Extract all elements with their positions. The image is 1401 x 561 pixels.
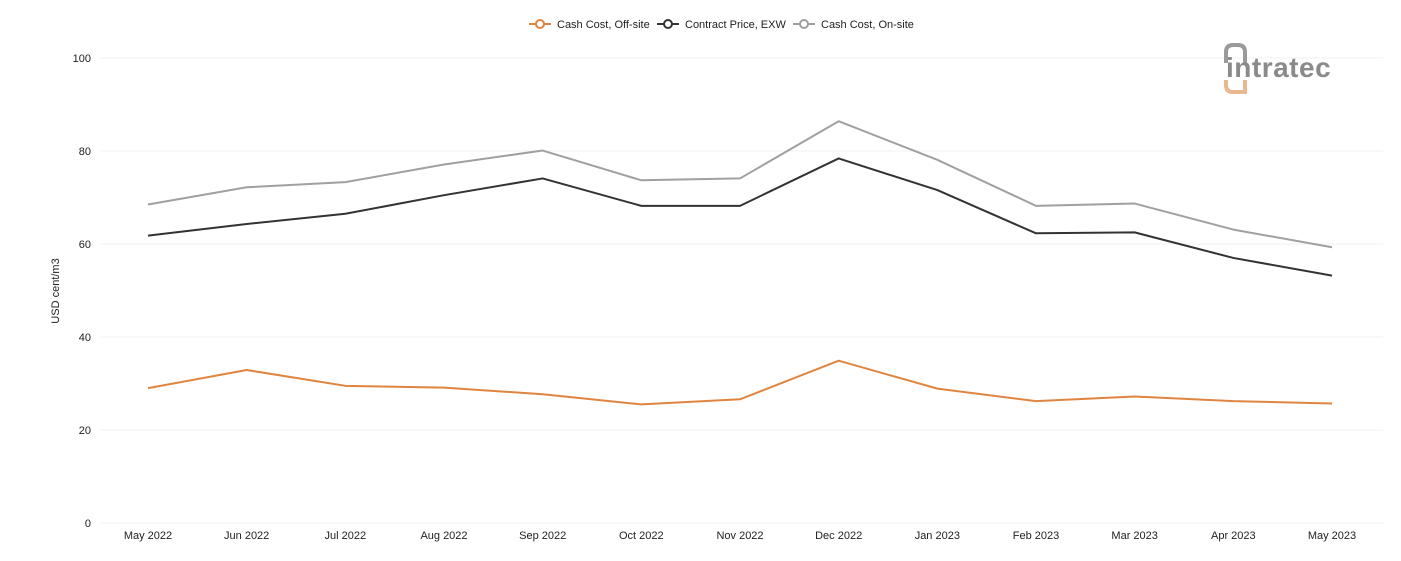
series-line xyxy=(147,157,1333,277)
y-tick-label: 40 xyxy=(79,332,91,344)
y-tick-label: 20 xyxy=(79,425,91,437)
logo-text: intratec xyxy=(1226,52,1331,83)
legend-label: Contract Price, EXW xyxy=(685,19,786,31)
x-tick-label: Nov 2022 xyxy=(716,530,763,542)
series-lines xyxy=(147,120,1333,406)
x-tick-label: Jun 2022 xyxy=(224,530,269,542)
y-tick-label: 60 xyxy=(79,239,91,251)
legend-item: Cash Cost, On-site xyxy=(793,19,914,31)
y-tick-label: 80 xyxy=(79,146,91,158)
x-tick-label: Jan 2023 xyxy=(915,530,960,542)
x-tick-label: Apr 2023 xyxy=(1211,530,1256,542)
legend-item: Contract Price, EXW xyxy=(657,19,786,31)
series-line xyxy=(147,359,1333,406)
x-axis-ticks: May 2022 Jun 2022 Jul 2022 Aug 2022 Sep 2022… xyxy=(124,530,1356,542)
x-tick-label: May 2022 xyxy=(124,530,172,542)
x-tick-label: Oct 2022 xyxy=(619,530,664,542)
legend: Cash Cost, Off-site Contract Price, EXW Ca… xyxy=(529,19,914,31)
x-tick-label: Aug 2022 xyxy=(420,530,467,542)
legend-swatch-marker xyxy=(663,19,673,29)
gridlines xyxy=(101,57,1383,524)
x-tick-label: Jul 2022 xyxy=(325,530,367,542)
legend-swatch-marker xyxy=(799,19,809,29)
series-line xyxy=(147,120,1333,249)
legend-label: Cash Cost, Off-site xyxy=(557,19,650,31)
y-tick-label: 100 xyxy=(73,53,91,65)
legend-label: Cash Cost, On-site xyxy=(821,19,914,31)
y-axis-ticks: 0 20 40 60 80 100 xyxy=(73,53,91,530)
legend-swatch-marker xyxy=(535,19,545,29)
x-tick-label: Sep 2022 xyxy=(519,530,566,542)
y-tick-label: 0 xyxy=(85,518,91,530)
x-tick-label: Dec 2022 xyxy=(815,530,862,542)
x-tick-label: Feb 2023 xyxy=(1013,530,1059,542)
x-tick-label: May 2023 xyxy=(1308,530,1356,542)
x-tick-label: Mar 2023 xyxy=(1111,530,1157,542)
y-axis-label: USD cent/m3 xyxy=(50,258,62,323)
intratec-logo: intratec xyxy=(1224,43,1331,94)
legend-item: Cash Cost, Off-site xyxy=(529,19,650,31)
